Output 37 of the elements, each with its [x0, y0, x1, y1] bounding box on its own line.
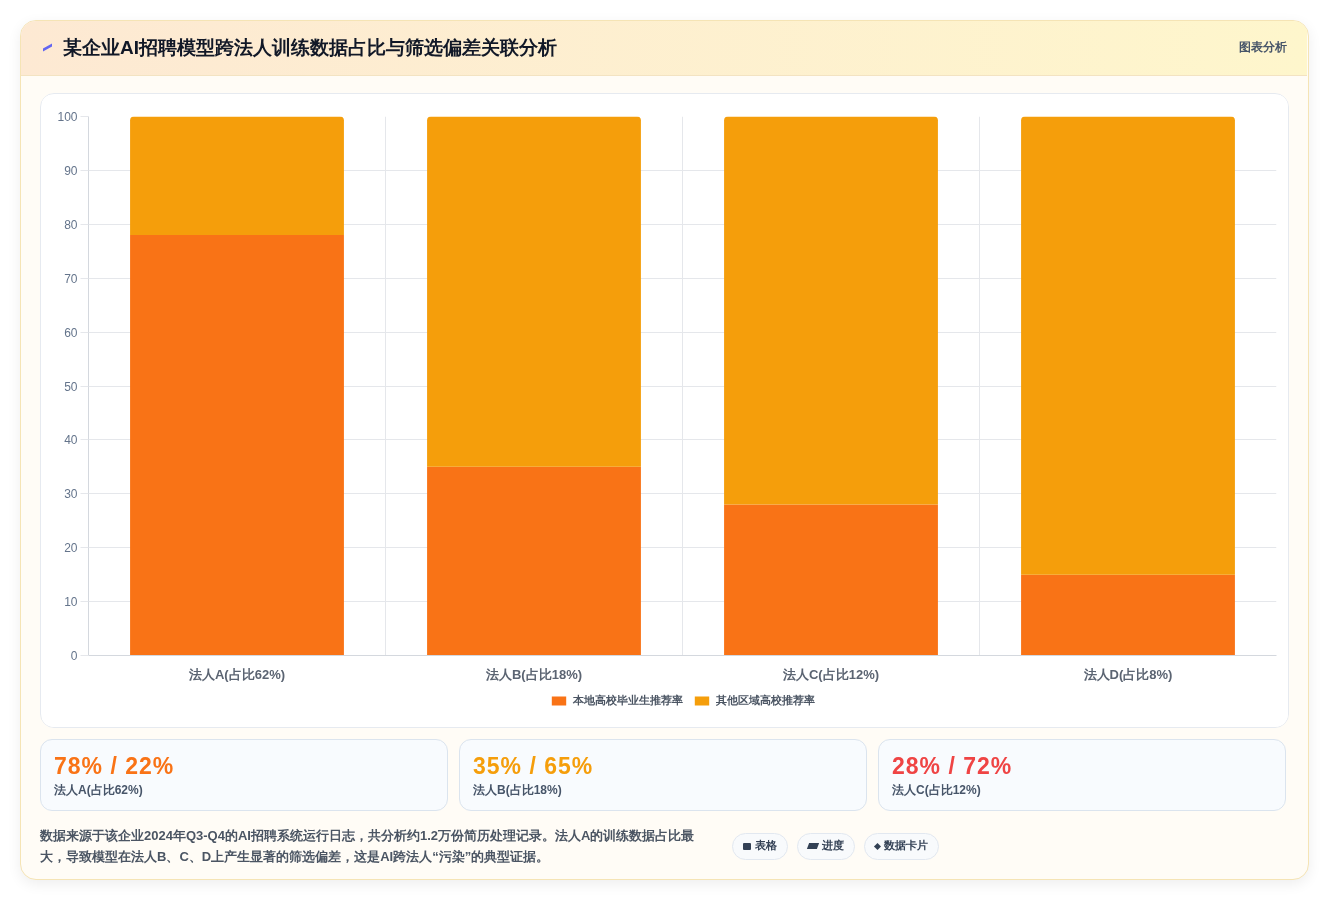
- bar: [724, 504, 938, 656]
- x-tick-label: 法人C(占比12%): [781, 666, 880, 682]
- text: 法人B(占比18%): [473, 782, 563, 799]
- bar: [130, 116, 344, 236]
- bar: [1021, 116, 1235, 575]
- bar: [130, 235, 344, 656]
- y-tick-label: 20: [64, 541, 78, 556]
- x-tick-label: 法人A(占比62%): [187, 666, 286, 682]
- text: 进度: [797, 832, 855, 860]
- text: 35% / 65%: [473, 752, 595, 781]
- text: 法人A(占比62%): [54, 782, 144, 799]
- y-tick-label: 40: [64, 433, 78, 448]
- y-tick-label: 30: [64, 487, 78, 502]
- bar: [427, 466, 641, 656]
- y-tick-label: 10: [64, 595, 78, 610]
- chart-title: 某企业AI招聘模型跨法人训练数据占比与筛选偏差关联分析: [63, 36, 557, 61]
- y-tick-label: 90: [64, 163, 78, 178]
- text: 图表分析: [1239, 39, 1287, 57]
- bar: [1021, 574, 1235, 656]
- y-tick-label: 0: [70, 649, 78, 663]
- legend-label: 本地高校毕业生推荐率: [572, 693, 683, 708]
- y-tick-label: 80: [64, 217, 78, 232]
- text: 78% / 22%: [54, 752, 176, 781]
- text: 28% / 72%: [892, 752, 1014, 781]
- text: 表格: [732, 832, 788, 860]
- x-tick-label: 法人D(占比8%): [1082, 666, 1173, 682]
- y-tick-label: 100: [57, 110, 78, 124]
- bar: [427, 116, 641, 467]
- y-tick-label: 70: [64, 271, 78, 286]
- bar: [724, 116, 938, 505]
- text: 数据来源于该企业2024年Q3-Q4的AI招聘系统运行日志，共分析约1.2万份简历处理记录。法人A的训练数据占比最大，导致模型在法人B、C、D上产生显著的筛选偏差，这是AI跨法人“污染”的典型证据。: [40, 827, 696, 866]
- legend-label: 其他区域高校推荐率: [715, 693, 815, 708]
- x-tick-label: 法人B(占比18%): [484, 666, 583, 682]
- y-tick-label: 60: [64, 325, 78, 340]
- text: 数据卡片: [864, 832, 939, 860]
- y-tick-label: 50: [64, 379, 78, 394]
- text: 法人C(占比12%): [892, 782, 982, 799]
